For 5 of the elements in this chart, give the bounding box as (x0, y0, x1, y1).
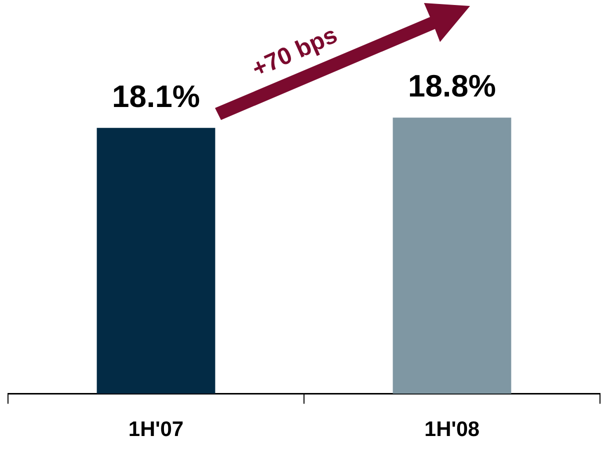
text: +70 bps (248, 22, 342, 83)
x-tick-label: 1H'07 (128, 418, 184, 442)
data-label: 18.1% (112, 78, 200, 114)
x-tick-label: 1H'08 (424, 418, 480, 442)
data-label: 18.8% (408, 68, 496, 104)
